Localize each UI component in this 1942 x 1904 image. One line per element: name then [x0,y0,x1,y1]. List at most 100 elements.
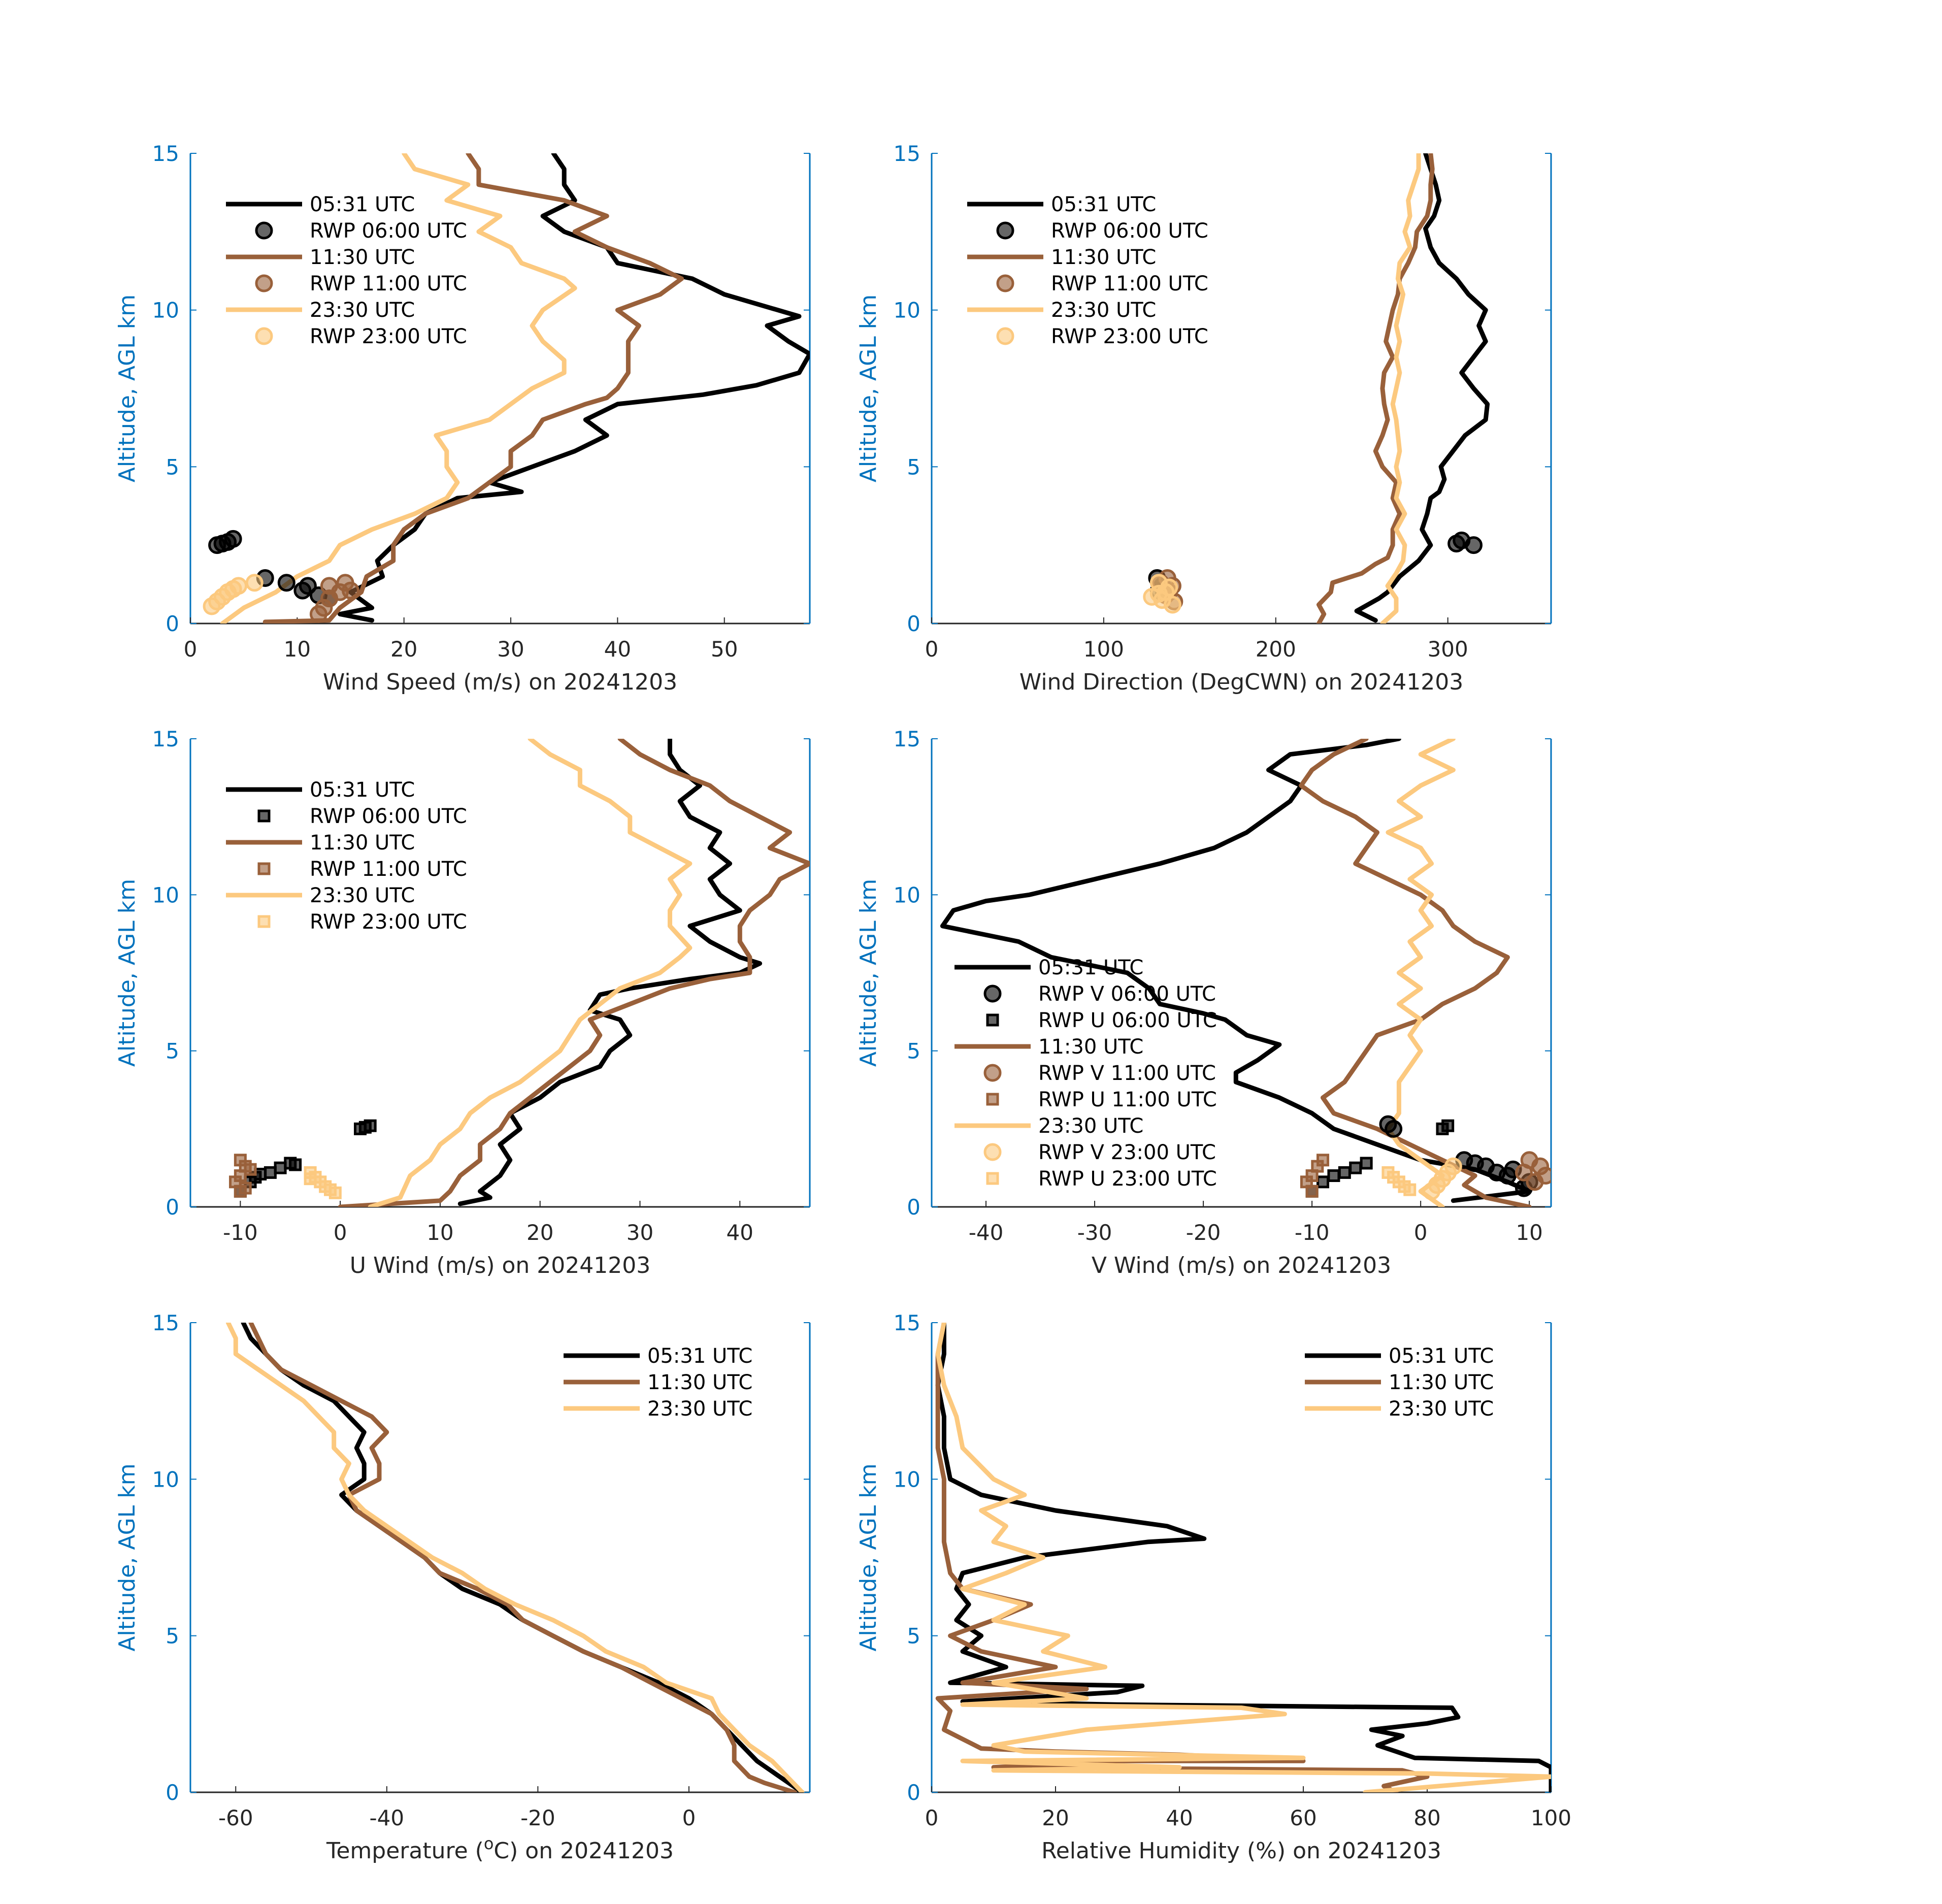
plot-area [935,1323,1551,1792]
plot-area [229,739,810,1207]
y-tick-label: 0 [907,611,920,636]
legend-label: RWP 06:00 UTC [310,219,467,243]
chart-wind_speed: 0 10 20 30 40 50 0 5 10 15 Wind Speed (m/s) on 202… [114,141,811,695]
marker-square-black [274,1161,287,1174]
legend-label: 11:30 UTC [1389,1371,1494,1394]
legend-circle-brown [983,1064,1002,1082]
legend-label: 23:30 UTC [1038,1114,1143,1138]
series-line-tan [368,739,693,1207]
series-line-tan [1380,153,1421,623]
x-tick-label: -10 [1295,1220,1330,1245]
marker-square-brown [1316,1154,1330,1167]
series-line-brown [1316,153,1435,623]
legend-label: RWP U 11:00 UTC [1038,1088,1217,1111]
marker-circle-brown [320,577,338,595]
x-tick-label: 10 [1516,1220,1542,1245]
legend-label: 05:31 UTC [1389,1344,1494,1368]
x-tick-label: 300 [1428,637,1468,662]
y-axis-label: Altitude, AGL km [114,294,140,482]
x-tick-label: 60 [1290,1805,1316,1830]
x-tick-label: 0 [184,637,198,662]
x-axis-label-tail: C) on 20241203 [493,1838,674,1864]
x-tick-label: -40 [370,1805,405,1830]
series-line-black [940,739,1532,1203]
chart-rh: 0 20 40 60 80 100 0 5 10 15 Relative Humidity (%) … [855,1310,1571,1864]
marker-square-black [1360,1157,1373,1170]
marker-circle-tan [1149,574,1168,592]
x-tick-label: 20 [1042,1805,1069,1830]
y-tick-label: 5 [907,454,920,479]
y-axis-label: Altitude, AGL km [855,1463,881,1651]
plot-area [1143,153,1490,623]
x-tick-label: -40 [969,1220,1004,1245]
legend-label: 23:30 UTC [1389,1397,1494,1421]
marker-square-brown [239,1181,252,1195]
legend-square-black [986,1013,999,1027]
legend-square-black [257,809,271,823]
y-tick-label: 5 [907,1624,920,1649]
x-tick-label: 0 [334,1220,347,1245]
x-tick-label: 100 [1083,637,1124,662]
marker-circle-brown [1515,1163,1533,1181]
legend-label: 11:30 UTC [310,246,415,269]
legend-label: RWP 06:00 UTC [310,805,467,828]
legend-circle-tan [996,327,1014,345]
legend-label: RWP 11:00 UTC [310,858,467,881]
x-tick-label: -20 [520,1805,555,1830]
x-tick-label: 10 [426,1220,453,1245]
chart-u_wind: -10 0 10 20 30 40 0 5 10 15 U Wind (m/s) on 202412… [114,727,811,1278]
legend-circle-tan [983,1143,1002,1161]
marker-square-brown [244,1163,257,1176]
x-tick-label: 30 [627,1220,653,1245]
y-tick-label: 5 [166,1039,179,1064]
legend-circle-brown [255,274,273,292]
marker-square-black [289,1158,302,1171]
marker-square-brown [234,1154,247,1167]
legend-label: RWP 23:00 UTC [1051,325,1208,348]
x-axis-label: Wind Direction (DegCWN) on 20241203 [1019,669,1463,695]
legend: 05:31 UTC RWP 06:00 UTC 11:30 UTC RWP 11:00… [226,778,467,934]
chart-temperature: -60 -40 -20 0 0 5 10 15 Temperature (oC) on 2024… [114,1310,811,1864]
legend-square-tan [986,1172,999,1185]
marker-circle-brown [1526,1173,1544,1191]
marker-square-tan [1403,1183,1417,1196]
series-line-brown [1299,739,1532,1207]
plot-area [203,153,810,623]
y-axis-label: Altitude, AGL km [114,879,140,1067]
legend-label: RWP U 23:00 UTC [1038,1167,1217,1191]
marker-circle-black [277,574,295,592]
x-tick-label: 20 [526,1220,553,1245]
y-tick-label: 5 [166,1624,179,1649]
x-tick-label: -30 [1077,1220,1112,1245]
marker-square-black [1316,1175,1330,1189]
y-tick-label: 15 [894,141,920,166]
legend-label: 05:31 UTC [1051,193,1156,216]
legend-square-tan [257,915,271,928]
y-tick-label: 15 [152,1310,179,1335]
x-tick-label: 30 [497,637,524,662]
legend-label: RWP 23:00 UTC [310,910,467,934]
y-tick-label: 0 [907,1780,920,1805]
series-line-tan [935,1323,1551,1792]
legend-circle-black [996,221,1014,240]
legend-label: 23:30 UTC [310,884,415,907]
y-tick-label: 10 [152,1467,179,1492]
x-tick-label: 100 [1531,1805,1571,1830]
legend-label: RWP V 23:00 UTC [1038,1141,1216,1164]
legend: 05:31 UTC 11:30 UTC 23:30 UTC [1305,1344,1494,1421]
legend-circle-black [983,984,1002,1003]
marker-circle-black [1465,536,1483,554]
legend-label: 05:31 UTC [310,193,415,216]
legend-label: RWP 11:00 UTC [310,272,467,296]
x-axis-label: Temperature (oC) on 20241203 [326,1834,674,1864]
y-tick-label: 5 [907,1039,920,1064]
legend-label: 05:31 UTC [310,778,415,802]
legend: 05:31 UTC RWP 06:00 UTC 11:30 UTC RWP 11:00… [226,193,467,348]
marker-square-tan [328,1186,342,1199]
marker-circle-brown [342,581,360,600]
marker-circle-black [1379,1115,1397,1133]
legend-square-brown [986,1093,999,1106]
legend-label: 11:30 UTC [310,831,415,855]
x-axis-label: Wind Speed (m/s) on 20241203 [323,669,677,695]
